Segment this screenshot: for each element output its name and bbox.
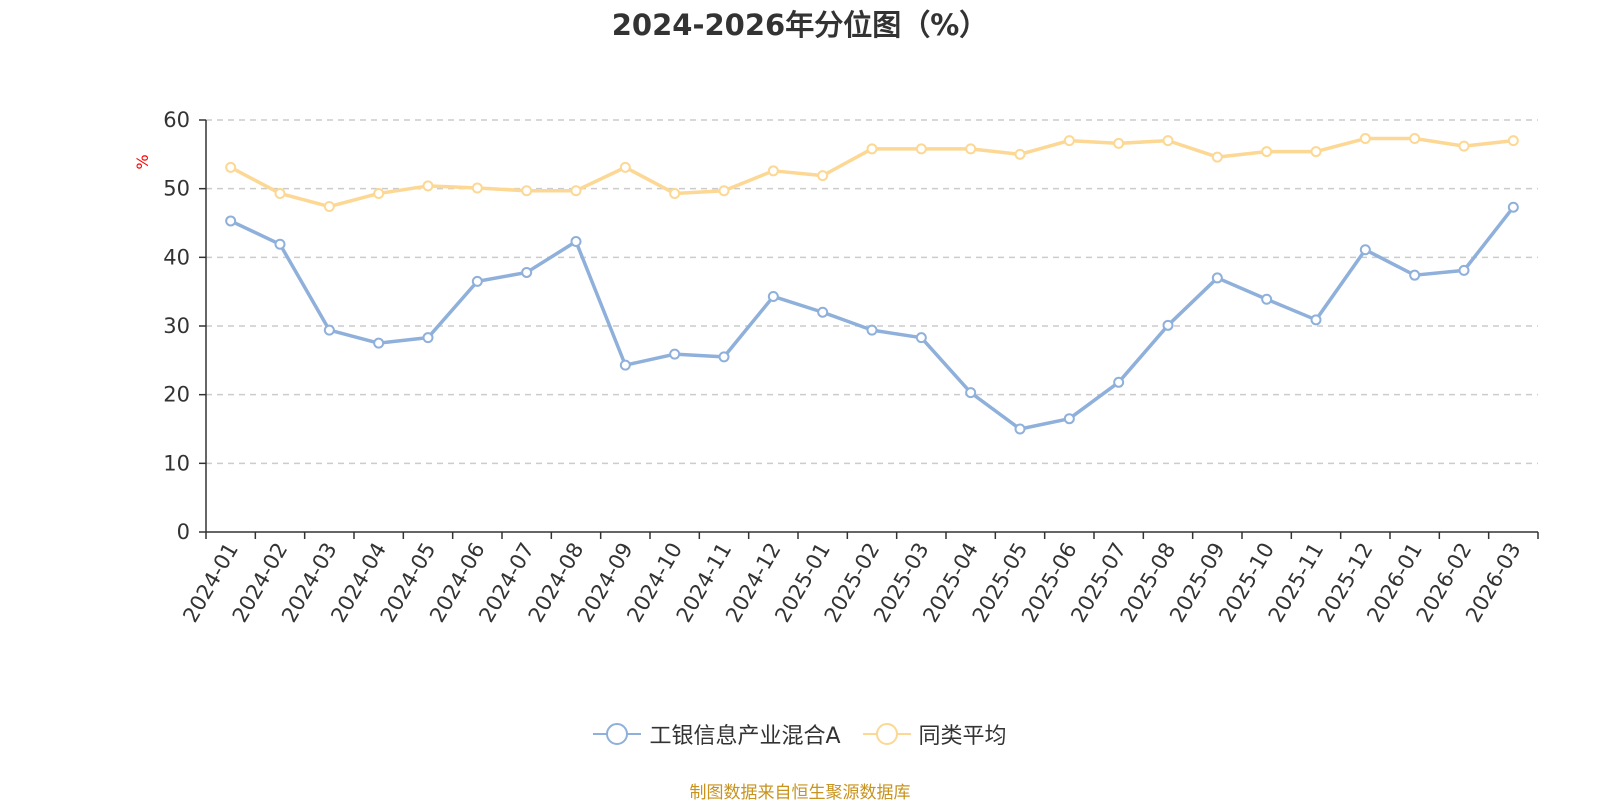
y-tick-label: 20: [163, 383, 190, 407]
data-point: [1359, 133, 1371, 145]
data-point: [323, 201, 335, 213]
data-point: [225, 161, 237, 173]
data-point: [274, 187, 286, 199]
data-point: [521, 266, 533, 278]
y-axis-unit-label: %: [133, 154, 152, 169]
data-point: [866, 324, 878, 336]
data-point: [373, 187, 385, 199]
data-point: [817, 170, 829, 182]
data-point: [1162, 135, 1174, 147]
data-point: [866, 143, 878, 155]
data-point: [471, 275, 483, 287]
data-point: [471, 182, 483, 194]
data-point: [323, 324, 335, 336]
data-point: [669, 187, 681, 199]
data-point: [373, 337, 385, 349]
data-point: [965, 387, 977, 399]
data-point: [1211, 272, 1223, 284]
data-point: [1458, 140, 1470, 152]
y-tick-label: 50: [163, 177, 190, 201]
data-point: [965, 143, 977, 155]
data-point: [1507, 201, 1519, 213]
data-point: [767, 165, 779, 177]
legend: 工银信息产业混合A 同类平均: [0, 718, 1600, 750]
legend-marker-peer-average-icon: [862, 723, 911, 745]
data-point: [1063, 135, 1075, 147]
legend-label-fund: 工银信息产业混合A: [649, 724, 841, 749]
data-point: [422, 332, 434, 344]
data-point: [619, 161, 631, 173]
data-point: [225, 215, 237, 227]
data-point: [1359, 244, 1371, 256]
data-point: [1409, 133, 1421, 145]
data-source-note: 制图数据来自恒生聚源数据库: [689, 783, 911, 803]
legend-item-peer-average[interactable]: 同类平均: [862, 718, 1007, 750]
data-point: [1211, 151, 1223, 163]
data-point: [669, 348, 681, 360]
data-point: [570, 185, 582, 197]
data-point: [1063, 413, 1075, 425]
data-point: [1162, 319, 1174, 331]
data-point: [1113, 137, 1125, 149]
data-point: [1261, 293, 1273, 305]
data-point: [817, 306, 829, 318]
data-point: [1014, 423, 1026, 435]
data-point: [1310, 146, 1322, 158]
data-point: [521, 185, 533, 197]
y-tick-label: 10: [163, 451, 190, 475]
y-tick-label: 0: [177, 520, 190, 544]
y-tick-label: 40: [163, 245, 190, 269]
data-point: [1261, 146, 1273, 158]
data-point: [1507, 135, 1519, 147]
data-point: [1113, 376, 1125, 388]
data-point: [1014, 148, 1026, 160]
legend-item-fund[interactable]: 工银信息产业混合A: [593, 718, 841, 750]
data-point: [767, 290, 779, 302]
data-point: [718, 185, 730, 197]
data-point: [1310, 314, 1322, 326]
legend-label-peer-average: 同类平均: [918, 724, 1007, 749]
data-point: [915, 332, 927, 344]
y-tick-label: 60: [163, 108, 190, 132]
data-point: [274, 238, 286, 250]
data-point: [1409, 269, 1421, 281]
data-point: [619, 359, 631, 371]
data-point: [570, 236, 582, 248]
legend-marker-fund-icon: [593, 723, 642, 745]
y-tick-label: 30: [163, 314, 190, 338]
data-point: [422, 180, 434, 192]
chart-title: 2024-2026年分位图（%）: [611, 8, 989, 42]
data-point: [915, 143, 927, 155]
data-point: [718, 351, 730, 363]
data-point: [1458, 264, 1470, 276]
